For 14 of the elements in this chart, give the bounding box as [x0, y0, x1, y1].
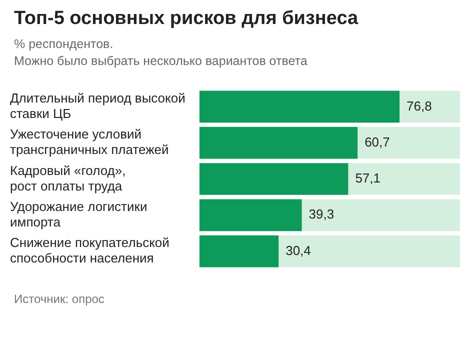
y-tick-label: Ужесточение условий трансграничных платежей — [10, 126, 169, 157]
y-tick-label: Длительный период высокой ставки ЦБ — [10, 90, 186, 121]
bar — [199, 235, 279, 267]
data-label: 60,7 — [364, 134, 390, 150]
y-tick-label: Кадровый «голод», рост оплаты труда — [10, 162, 126, 194]
chart-subtitle: % респондентов. Можно было выбрать несколько вариантов ответа — [14, 36, 308, 70]
data-label: 39,3 — [308, 206, 334, 222]
data-label: 57,1 — [355, 170, 380, 186]
data-label: 30,4 — [286, 242, 311, 258]
data-label: 76,8 — [406, 98, 432, 114]
chart-title: Топ-5 основных рисков для бизнеса — [14, 8, 360, 30]
y-tick-label: Снижение покупательской способности населения — [10, 234, 170, 266]
text: Источник: опрос — [14, 292, 106, 306]
y-tick-label: Удорожание логистики импорта — [10, 198, 148, 230]
